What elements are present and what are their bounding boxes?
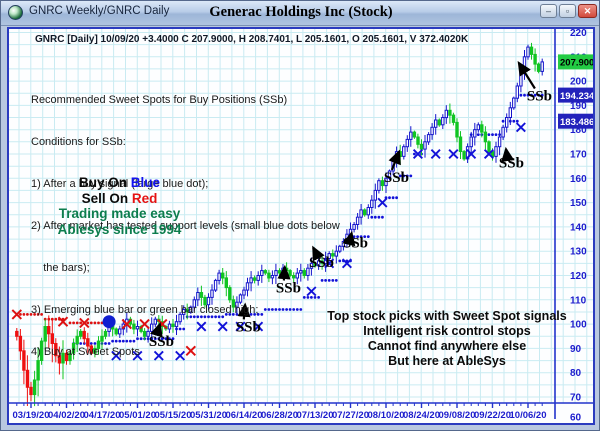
slogan-sell-line: Sell On Red <box>81 190 158 206</box>
svg-text:06/28/20: 06/28/20 <box>261 410 298 421</box>
app-logo-icon <box>8 5 23 20</box>
svg-text:05/31/20: 05/31/20 <box>190 410 227 421</box>
svg-text:07/13/20: 07/13/20 <box>297 410 334 421</box>
minimize-button[interactable]: – <box>540 4 557 18</box>
svg-text:SSb: SSb <box>276 281 301 297</box>
svg-text:SSb: SSb <box>384 170 409 186</box>
maximize-button[interactable]: ▫ <box>559 4 576 18</box>
slogan-sell-word: Red <box>131 190 158 206</box>
svg-text:140: 140 <box>570 222 587 233</box>
note-line: the bars); <box>31 262 90 274</box>
svg-text:170: 170 <box>570 150 587 161</box>
svg-text:SSb: SSb <box>236 319 261 335</box>
note-line: 4) Buy at Sweet Spots <box>31 346 140 358</box>
note-line: 2) After market has tested support level… <box>31 220 340 232</box>
svg-text:120: 120 <box>570 271 587 282</box>
svg-text:05/01/20: 05/01/20 <box>119 410 156 421</box>
svg-text:09/08/20: 09/08/20 <box>439 410 476 421</box>
note-line: Recommended Sweet Spots for Buy Position… <box>31 94 288 106</box>
svg-text:130: 130 <box>570 247 587 258</box>
price-chart-canvas[interactable]: 03/19/2004/02/2004/17/2005/01/2005/15/20… <box>9 29 593 423</box>
svg-text:03/19/20: 03/19/20 <box>13 410 50 421</box>
slogan-block: Buy On Blue Sell On Red Trading made eas… <box>27 175 212 237</box>
svg-text:150: 150 <box>570 198 587 209</box>
promo-block: Top stock picks with Sweet Spot signals … <box>321 309 573 369</box>
svg-text:SSb: SSb <box>149 334 174 350</box>
window-title-charts: GNRC Weekly/GNRC Daily <box>29 5 170 17</box>
promo-line: Intelligent risk control stops <box>363 324 531 338</box>
svg-text:70: 70 <box>570 393 582 404</box>
svg-text:220: 220 <box>570 29 587 39</box>
svg-text:60: 60 <box>570 413 582 424</box>
svg-text:190: 190 <box>570 101 587 112</box>
promo-line: But here at AbleSys <box>388 354 506 368</box>
svg-text:04/17/20: 04/17/20 <box>84 410 121 421</box>
quote-header: GNRC [Daily] 10/09/20 +3.4000 C 207.9000… <box>35 34 469 45</box>
note-line: Conditions for SSb: <box>31 136 126 148</box>
svg-text:207.900: 207.900 <box>560 58 593 69</box>
sweet-spot-note: Recommended Sweet Spots for Buy Position… <box>31 65 340 387</box>
svg-text:SSb: SSb <box>527 89 552 105</box>
slogan-tagline: Trading made easy <box>58 206 181 221</box>
svg-text:194.234: 194.234 <box>560 91 593 102</box>
svg-text:SSb: SSb <box>309 255 334 271</box>
svg-text:SSb: SSb <box>499 155 524 171</box>
svg-text:09/22/20: 09/22/20 <box>474 410 511 421</box>
close-button[interactable]: ✕ <box>578 4 597 18</box>
svg-text:183.486: 183.486 <box>560 117 593 128</box>
svg-text:04/02/20: 04/02/20 <box>48 410 85 421</box>
window-title-symbol: Generac Holdings Inc (Stock) <box>209 4 393 20</box>
svg-text:100: 100 <box>570 320 587 331</box>
slogan-buy-line: Buy On Blue <box>78 175 161 190</box>
svg-text:10/06/20: 10/06/20 <box>510 410 547 421</box>
svg-text:110: 110 <box>570 295 587 306</box>
svg-text:06/14/20: 06/14/20 <box>226 410 263 421</box>
note-line: 3) Emerging blue bar or green bar closed… <box>31 304 259 316</box>
svg-text:08/24/20: 08/24/20 <box>403 410 440 421</box>
svg-text:200: 200 <box>570 77 587 88</box>
promo-line: Cannot find anywhere else <box>367 339 527 353</box>
svg-text:08/10/20: 08/10/20 <box>368 410 405 421</box>
promo-line: Top stock picks with Sweet Spot signals <box>327 309 567 323</box>
svg-text:07/27/20: 07/27/20 <box>332 410 369 421</box>
svg-text:180: 180 <box>570 125 587 136</box>
slogan-since: Ablesys since 1994 <box>57 221 182 237</box>
svg-text:90: 90 <box>570 344 582 355</box>
note-line: 1) After a buy signal (large blue dot); <box>31 178 209 190</box>
svg-text:160: 160 <box>570 174 587 185</box>
chart-panel: 03/19/20 04/02/20 04/17/20 05/01/20 05/15/20… <box>7 27 595 425</box>
svg-text:80: 80 <box>570 368 582 379</box>
svg-text:SSb: SSb <box>343 236 368 252</box>
title-bar[interactable]: GNRC Weekly/GNRC Daily Generac Holdings … <box>1 1 599 26</box>
slogan-buy-word: Blue <box>130 175 161 190</box>
svg-text:05/15/20: 05/15/20 <box>155 410 192 421</box>
